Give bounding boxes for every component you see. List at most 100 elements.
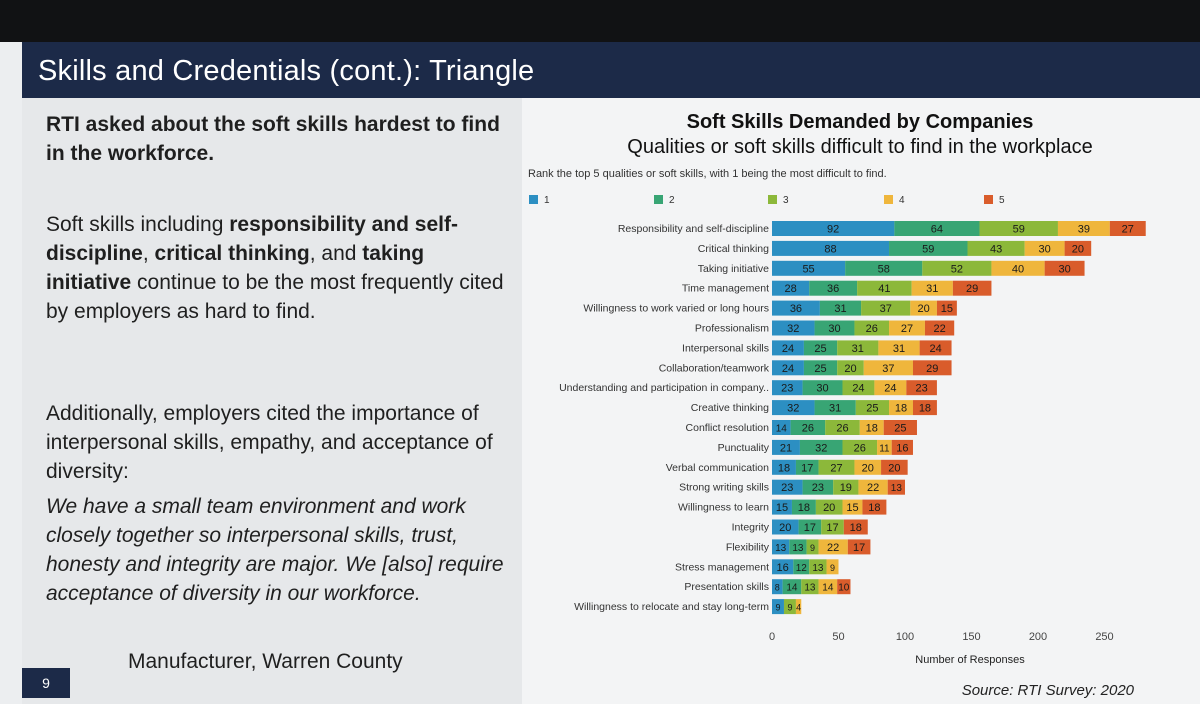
category-label: Interpersonal skills — [682, 342, 769, 354]
bar-segment-rank-3 — [842, 439, 878, 455]
bar-segment-rank-3 — [837, 340, 879, 356]
legend: 1 2 3 4 5 — [529, 195, 1005, 206]
category-label: Critical thinking — [698, 243, 769, 255]
category-label: Verbal communication — [666, 462, 769, 474]
bar-segment-rank-2 — [845, 260, 923, 276]
data-label: 20 — [779, 522, 791, 534]
data-label: 13 — [812, 563, 824, 574]
bar-segment-rank-3 — [861, 300, 911, 316]
x-tick-label: 0 — [769, 631, 775, 643]
bar-segment-rank-2 — [789, 539, 807, 555]
slide-title-bar: Skills and Credentials (cont.): Triangle — [22, 42, 1200, 101]
bar-segment-rank-4 — [858, 479, 888, 495]
data-label: 10 — [838, 583, 850, 594]
x-tick-label: 50 — [832, 631, 844, 643]
bar-segment-rank-2 — [894, 221, 980, 236]
category-label: Punctuality — [718, 442, 770, 454]
bar-segment-rank-5 — [1044, 260, 1085, 276]
para2-bold-1: responsibility and self-discipline — [46, 213, 458, 265]
bar-segment-rank-4 — [854, 459, 882, 475]
category-label: Conflict resolution — [686, 422, 770, 434]
data-label: 16 — [777, 562, 789, 574]
bar-segment-rank-3 — [806, 539, 819, 555]
bar-segment-rank-5 — [881, 459, 908, 475]
bar-segment-rank-1 — [772, 280, 810, 296]
legend-label-4: 4 — [899, 195, 905, 206]
bar-segment-rank-4 — [818, 539, 848, 555]
bar-segment-rank-4 — [911, 280, 953, 296]
bar-segment-rank-3 — [815, 499, 843, 515]
data-label: 22 — [933, 323, 945, 335]
bar-segment-rank-2 — [799, 439, 843, 455]
data-label: 17 — [804, 522, 816, 534]
data-label: 26 — [802, 423, 814, 435]
data-label: 8 — [775, 583, 780, 593]
bar-segment-rank-3 — [783, 599, 796, 615]
data-label: 15 — [846, 502, 858, 514]
bar-segment-rank-3 — [809, 559, 827, 575]
x-tick-label: 200 — [1029, 631, 1047, 643]
data-label: 25 — [814, 363, 826, 375]
data-label: 13 — [792, 543, 804, 554]
data-label: 14 — [822, 583, 834, 594]
data-label: 24 — [782, 363, 794, 375]
category-label: Collaboration/teamwork — [659, 362, 770, 374]
data-label: 36 — [827, 283, 839, 295]
category-label: Professionalism — [695, 323, 769, 335]
data-label: 11 — [879, 443, 890, 454]
paragraph-soft-skills: Soft skills including responsibility and… — [46, 210, 506, 326]
stacked-bar-chart: Rank the top 5 qualities or soft skills,… — [528, 168, 1146, 666]
bar-segment-rank-1 — [772, 519, 799, 535]
data-label: 30 — [816, 383, 828, 395]
data-label: 22 — [867, 482, 879, 494]
chart-subtitle: Qualities or soft skills difficult to fi… — [627, 136, 1093, 158]
data-label: 25 — [814, 343, 826, 355]
category-label: Taking initiative — [698, 263, 769, 275]
legend-label-5: 5 — [999, 195, 1005, 206]
category-label: Presentation skills — [684, 581, 769, 593]
bar-segment-rank-1 — [772, 221, 895, 236]
data-label: 58 — [878, 263, 890, 275]
data-label: 23 — [916, 383, 928, 395]
bar-segment-rank-2 — [791, 499, 816, 515]
data-label: 32 — [787, 323, 799, 335]
employer-quote: We have a small team environment and wor… — [46, 495, 504, 605]
data-label: 12 — [796, 563, 808, 574]
data-label: 59 — [922, 243, 934, 255]
bar-segment-rank-3 — [979, 221, 1058, 236]
bar-segment-rank-5 — [862, 499, 887, 515]
bar-segment-rank-5 — [919, 340, 952, 356]
data-label: 17 — [853, 542, 865, 554]
data-label: 19 — [840, 482, 852, 494]
data-label: 55 — [802, 263, 814, 275]
data-label: 18 — [778, 462, 790, 474]
data-label: 40 — [1012, 263, 1024, 275]
category-label: Integrity — [732, 522, 770, 534]
para2-bold-2: critical thinking — [154, 242, 310, 265]
bar-segment-rank-5 — [912, 400, 937, 416]
bar-segment-rank-1 — [772, 260, 846, 276]
bar-segment-rank-1 — [772, 240, 890, 256]
bar-segment-rank-2 — [798, 519, 822, 535]
monitor-bezel — [0, 0, 1200, 42]
para2-bold-3: taking initiative — [46, 242, 425, 294]
bar-segment-rank-2 — [795, 459, 819, 475]
data-label: 28 — [784, 283, 796, 295]
bar-segment-rank-5 — [843, 519, 868, 535]
data-label: 20 — [888, 462, 900, 474]
data-label: 31 — [926, 283, 938, 295]
bar-segment-rank-1 — [772, 400, 815, 416]
data-label: 14 — [786, 583, 798, 594]
category-label: Responsibility and self-discipline — [618, 223, 769, 235]
bar-segment-rank-4 — [991, 260, 1045, 276]
data-label: 29 — [926, 363, 938, 375]
data-label: 31 — [829, 403, 841, 415]
bar-segment-rank-3 — [922, 260, 992, 276]
bar-segment-rank-2 — [802, 479, 834, 495]
category-label: Flexibility — [726, 541, 770, 553]
data-label: 37 — [880, 303, 892, 315]
data-label: 30 — [1039, 243, 1051, 255]
bar-segment-rank-4 — [859, 420, 884, 435]
data-label: 23 — [781, 383, 793, 395]
